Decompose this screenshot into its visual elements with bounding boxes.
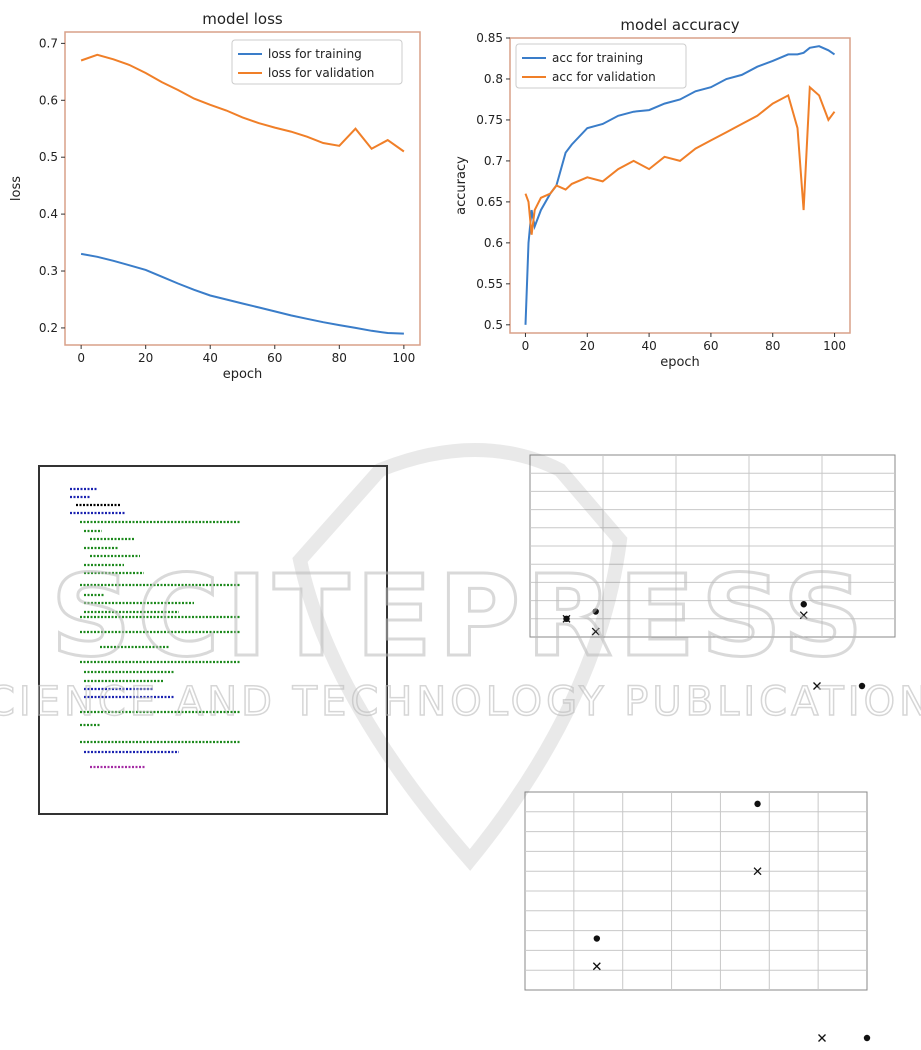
chart-title: model accuracy	[620, 16, 739, 34]
x-tick-label: 0	[77, 351, 85, 365]
legend: acc for training acc for validation	[515, 43, 687, 89]
legend-cross-icon	[813, 682, 821, 690]
y-tick-label: 0.8	[484, 72, 503, 86]
scatter-cross	[753, 867, 762, 876]
accuracy-chart: model accuracy 0 20 40 60 80 100 0.5 0.55 0.6 0.65…	[454, 16, 851, 370]
series-line-1	[80, 53, 405, 153]
y-tick-label: 0.85	[476, 31, 503, 45]
x-tick-label: 60	[703, 339, 718, 353]
y-tick-label: 0.65	[476, 195, 503, 209]
scatter-cross	[592, 962, 601, 971]
x-axis-label: epoch	[660, 355, 700, 370]
scatter-cross	[799, 611, 808, 620]
code-snippet-icon	[70, 487, 240, 769]
y-tick-label: 0.6	[484, 236, 503, 250]
y-tick-label: 0.6	[39, 93, 58, 107]
x-tick-label: 40	[641, 339, 656, 353]
legend-dot-icon	[863, 1034, 871, 1042]
series-line-0	[80, 252, 404, 335]
series-line-0	[524, 45, 836, 325]
x-tick-label: 40	[203, 351, 218, 365]
y-tick-label: 0.7	[484, 154, 503, 168]
y-axis-label: loss	[9, 176, 24, 201]
scatter-dot	[592, 608, 599, 615]
y-axis-label: accuracy	[454, 156, 469, 215]
legend-dot-icon	[858, 682, 866, 690]
y-tick-label: 0.55	[476, 277, 503, 291]
scatter-dot	[593, 935, 601, 942]
scatter-grid-top	[529, 454, 896, 690]
scatter-dot	[754, 800, 761, 808]
legend-label-0: loss for training	[268, 47, 362, 61]
chart-title: model loss	[202, 10, 283, 28]
x-tick-label: 100	[392, 351, 415, 365]
x-tick-label: 0	[522, 339, 530, 353]
y-tick-label: 0.5	[484, 318, 503, 332]
x-tick-label: 80	[765, 339, 780, 353]
y-tick-label: 0.4	[39, 207, 58, 221]
y-tick-label: 0.2	[39, 321, 58, 335]
loss-chart: model loss 0 20 40 60 80 100 0.2 0.3 0.4 0.5 0.6 0.7…	[9, 10, 421, 382]
x-tick-label: 20	[138, 351, 153, 365]
scatter-dot	[800, 601, 807, 608]
x-tick-label: 20	[580, 339, 595, 353]
y-tick-label: 0.5	[39, 150, 58, 164]
x-tick-label: 60	[267, 351, 282, 365]
legend-label-1: loss for validation	[268, 66, 374, 80]
legend-box	[515, 43, 687, 89]
scatter-cross	[562, 614, 571, 623]
legend-box	[231, 39, 403, 85]
y-tick-label: 0.3	[39, 264, 58, 278]
y-tick-label: 0.7	[39, 36, 58, 50]
scatter-grid-bottom	[524, 791, 871, 1042]
legend-label-0: acc for training	[552, 51, 643, 65]
y-tick-label: 0.75	[476, 113, 503, 127]
code-figure-panel	[38, 465, 388, 815]
legend: loss for training loss for validation	[231, 39, 403, 85]
series-line-1	[524, 85, 836, 235]
legend-label-1: acc for validation	[552, 70, 656, 84]
x-tick-label: 80	[332, 351, 347, 365]
scatter-cross	[591, 627, 600, 636]
legend-cross-icon	[818, 1034, 826, 1042]
x-tick-label: 100	[823, 339, 846, 353]
x-axis-label: epoch	[223, 367, 263, 382]
